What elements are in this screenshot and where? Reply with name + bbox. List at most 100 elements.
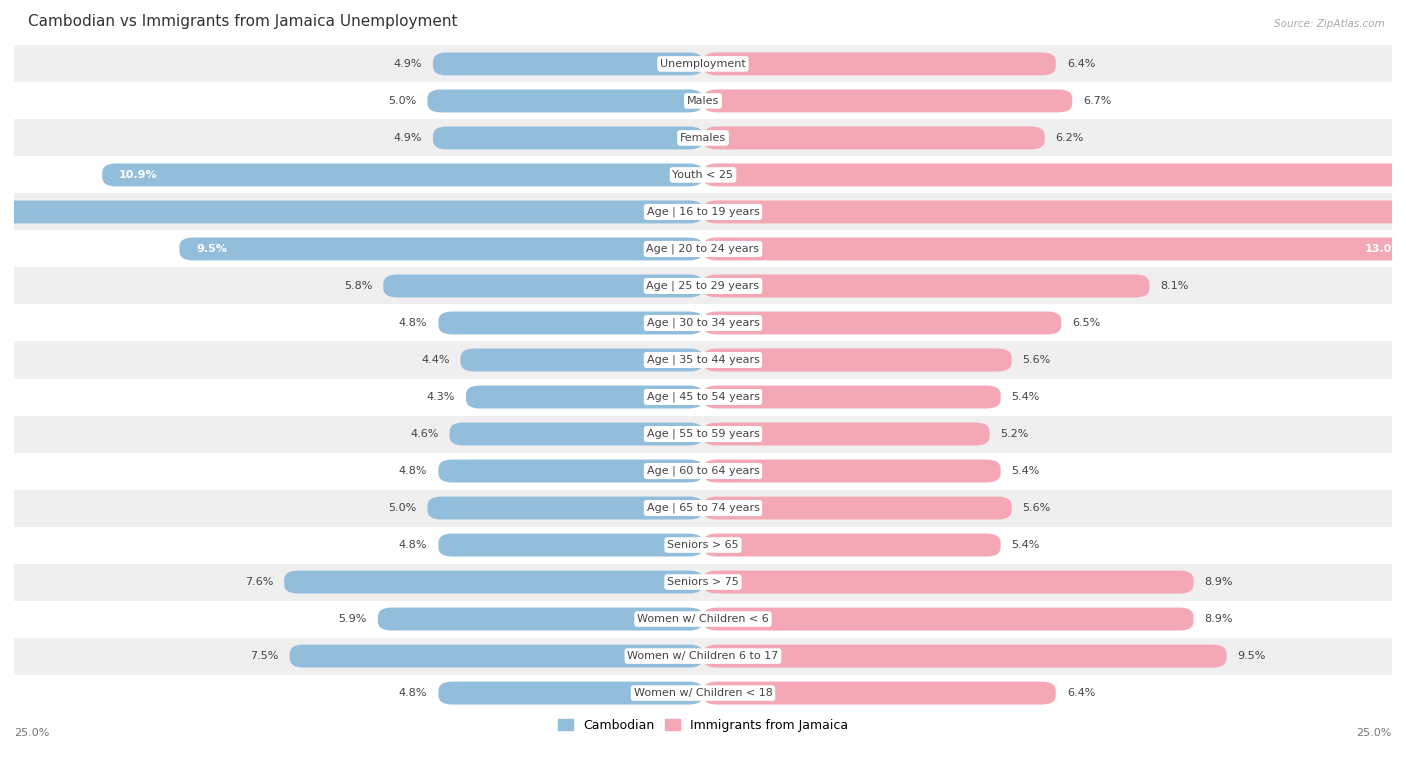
Text: 6.7%: 6.7% <box>1083 96 1112 106</box>
Text: 5.6%: 5.6% <box>1022 355 1050 365</box>
Text: 6.2%: 6.2% <box>1056 133 1084 143</box>
Text: Source: ZipAtlas.com: Source: ZipAtlas.com <box>1274 19 1385 29</box>
FancyBboxPatch shape <box>427 497 703 519</box>
Bar <box>14 600 1392 637</box>
FancyBboxPatch shape <box>703 275 1150 298</box>
Text: 7.5%: 7.5% <box>250 651 278 661</box>
Text: 4.9%: 4.9% <box>394 59 422 69</box>
Text: 5.8%: 5.8% <box>344 281 373 291</box>
Bar <box>14 304 1392 341</box>
Text: 4.3%: 4.3% <box>426 392 456 402</box>
FancyBboxPatch shape <box>703 645 1226 668</box>
Bar <box>14 194 1392 230</box>
Text: Age | 45 to 54 years: Age | 45 to 54 years <box>647 392 759 402</box>
FancyBboxPatch shape <box>703 164 1406 186</box>
Bar <box>14 45 1392 83</box>
Text: 9.5%: 9.5% <box>195 244 226 254</box>
FancyBboxPatch shape <box>703 238 1406 260</box>
Legend: Cambodian, Immigrants from Jamaica: Cambodian, Immigrants from Jamaica <box>558 719 848 732</box>
FancyBboxPatch shape <box>703 571 1194 593</box>
Text: Age | 35 to 44 years: Age | 35 to 44 years <box>647 355 759 365</box>
Text: 5.2%: 5.2% <box>1001 429 1029 439</box>
Text: Seniors > 65: Seniors > 65 <box>668 540 738 550</box>
FancyBboxPatch shape <box>427 89 703 112</box>
FancyBboxPatch shape <box>703 201 1406 223</box>
Bar <box>14 490 1392 527</box>
FancyBboxPatch shape <box>450 422 703 445</box>
Bar <box>14 157 1392 194</box>
Text: Unemployment: Unemployment <box>661 59 745 69</box>
Text: 4.4%: 4.4% <box>420 355 450 365</box>
Text: Age | 65 to 74 years: Age | 65 to 74 years <box>647 503 759 513</box>
FancyBboxPatch shape <box>433 52 703 76</box>
Bar <box>14 341 1392 378</box>
Text: 25.0%: 25.0% <box>1357 728 1392 738</box>
Text: Seniors > 75: Seniors > 75 <box>666 577 740 587</box>
FancyBboxPatch shape <box>284 571 703 593</box>
Text: 4.9%: 4.9% <box>394 133 422 143</box>
FancyBboxPatch shape <box>465 385 703 409</box>
Text: 25.0%: 25.0% <box>14 728 49 738</box>
Text: 8.9%: 8.9% <box>1205 577 1233 587</box>
Text: 13.0%: 13.0% <box>1365 244 1403 254</box>
Text: Cambodian vs Immigrants from Jamaica Unemployment: Cambodian vs Immigrants from Jamaica Une… <box>28 14 457 29</box>
Text: Age | 60 to 64 years: Age | 60 to 64 years <box>647 466 759 476</box>
Text: 5.0%: 5.0% <box>388 96 416 106</box>
FancyBboxPatch shape <box>433 126 703 149</box>
FancyBboxPatch shape <box>384 275 703 298</box>
Text: 4.8%: 4.8% <box>399 318 427 328</box>
Bar <box>14 527 1392 563</box>
Bar <box>14 563 1392 600</box>
Text: 9.5%: 9.5% <box>1237 651 1265 661</box>
FancyBboxPatch shape <box>703 422 990 445</box>
FancyBboxPatch shape <box>0 201 703 223</box>
Bar <box>14 267 1392 304</box>
FancyBboxPatch shape <box>703 497 1012 519</box>
FancyBboxPatch shape <box>439 312 703 335</box>
Text: 8.1%: 8.1% <box>1160 281 1189 291</box>
Text: Women w/ Children 6 to 17: Women w/ Children 6 to 17 <box>627 651 779 661</box>
Text: Age | 16 to 19 years: Age | 16 to 19 years <box>647 207 759 217</box>
Text: 6.4%: 6.4% <box>1067 688 1095 698</box>
FancyBboxPatch shape <box>378 608 703 631</box>
Text: 6.5%: 6.5% <box>1073 318 1101 328</box>
Text: Youth < 25: Youth < 25 <box>672 170 734 180</box>
Text: 4.8%: 4.8% <box>399 688 427 698</box>
Text: Women w/ Children < 6: Women w/ Children < 6 <box>637 614 769 624</box>
Text: 10.9%: 10.9% <box>118 170 157 180</box>
Text: Age | 55 to 59 years: Age | 55 to 59 years <box>647 428 759 439</box>
FancyBboxPatch shape <box>439 534 703 556</box>
Text: Women w/ Children < 18: Women w/ Children < 18 <box>634 688 772 698</box>
FancyBboxPatch shape <box>180 238 703 260</box>
Text: 7.6%: 7.6% <box>245 577 273 587</box>
Bar <box>14 674 1392 712</box>
Text: Females: Females <box>681 133 725 143</box>
FancyBboxPatch shape <box>703 681 1056 705</box>
FancyBboxPatch shape <box>703 348 1012 372</box>
Bar <box>14 120 1392 157</box>
FancyBboxPatch shape <box>703 608 1194 631</box>
FancyBboxPatch shape <box>703 312 1062 335</box>
FancyBboxPatch shape <box>290 645 703 668</box>
FancyBboxPatch shape <box>703 385 1001 409</box>
Text: Age | 30 to 34 years: Age | 30 to 34 years <box>647 318 759 329</box>
Text: 4.8%: 4.8% <box>399 466 427 476</box>
Text: 6.4%: 6.4% <box>1067 59 1095 69</box>
Bar <box>14 453 1392 490</box>
Text: 5.4%: 5.4% <box>1012 540 1040 550</box>
Text: 5.6%: 5.6% <box>1022 503 1050 513</box>
FancyBboxPatch shape <box>703 534 1001 556</box>
Text: Age | 25 to 29 years: Age | 25 to 29 years <box>647 281 759 291</box>
Bar <box>14 230 1392 267</box>
FancyBboxPatch shape <box>703 126 1045 149</box>
FancyBboxPatch shape <box>703 459 1001 482</box>
FancyBboxPatch shape <box>439 459 703 482</box>
FancyBboxPatch shape <box>439 681 703 705</box>
Text: 5.9%: 5.9% <box>339 614 367 624</box>
Bar <box>14 83 1392 120</box>
Text: Males: Males <box>688 96 718 106</box>
Bar <box>14 637 1392 674</box>
FancyBboxPatch shape <box>703 52 1056 76</box>
FancyBboxPatch shape <box>103 164 703 186</box>
Text: 5.4%: 5.4% <box>1012 392 1040 402</box>
